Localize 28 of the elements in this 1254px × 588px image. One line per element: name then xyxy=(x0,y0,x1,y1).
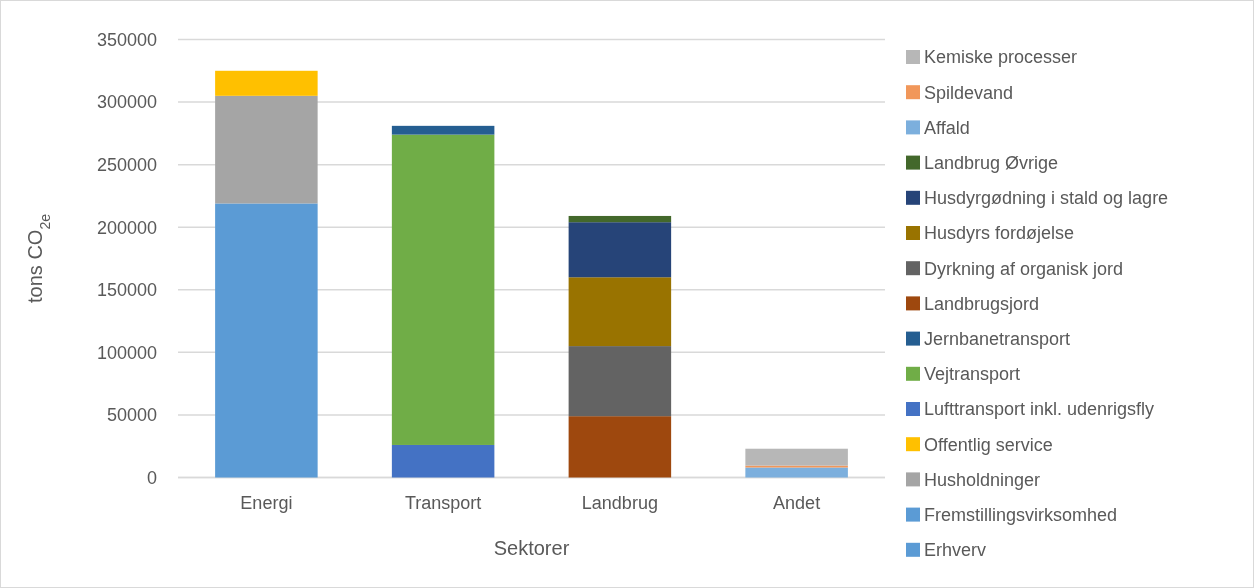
legend-label: Husdyrgødning i stald og lagre xyxy=(924,188,1169,209)
y-tick-label: 50000 xyxy=(106,405,157,426)
y-tick-label: 100000 xyxy=(96,342,157,363)
legend-label: Spildevand xyxy=(924,82,1014,103)
legend-label: Dyrkning af organisk jord xyxy=(924,258,1124,279)
legend-label: Husdyrs fordøjelse xyxy=(924,223,1075,244)
x-tick-label: Landbrug xyxy=(581,492,658,513)
x-axis-title: Sektorer xyxy=(493,537,570,559)
x-tick-label: Andet xyxy=(773,492,821,513)
legend-label: Erhverv xyxy=(924,540,987,561)
x-tick-label: Energi xyxy=(240,492,293,513)
legend-label: Offentlig service xyxy=(924,434,1053,455)
y-tick-label: 250000 xyxy=(96,154,157,175)
y-tick-label: 200000 xyxy=(96,217,157,238)
legend-label: Landbrug Øvrige xyxy=(924,152,1059,173)
legend-label: Lufttransport inkl. udenrigsfly xyxy=(924,399,1155,420)
y-tick-label: 300000 xyxy=(96,92,157,113)
y-tick-label: 150000 xyxy=(96,280,157,301)
x-tick-label: Transport xyxy=(404,492,482,513)
y-tick-label: 350000 xyxy=(96,29,157,50)
legend-label: Affald xyxy=(924,117,970,138)
legend-label: Husholdninger xyxy=(924,469,1041,490)
legend-label: Kemiske processer xyxy=(924,47,1078,68)
legend-label: Vejtransport xyxy=(924,364,1021,385)
legend-label: Jernbanetransport xyxy=(924,328,1071,349)
legend-label: Fremstillingsvirksomhed xyxy=(924,504,1118,525)
y-tick-label: 0 xyxy=(146,467,157,488)
legend-label: Landbrugsjord xyxy=(924,293,1040,314)
